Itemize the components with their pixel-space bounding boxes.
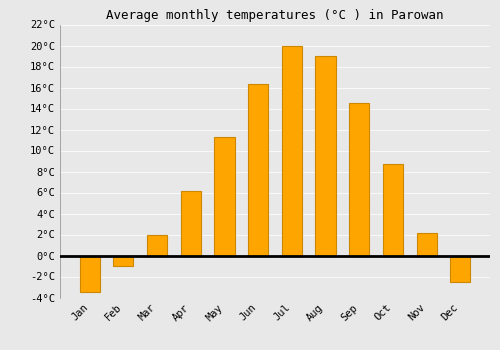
Bar <box>316 56 336 255</box>
Bar <box>450 256 470 282</box>
Title: Average monthly temperatures (°C ) in Parowan: Average monthly temperatures (°C ) in Pa… <box>106 9 444 22</box>
Bar <box>113 256 134 266</box>
Bar <box>383 164 403 256</box>
Bar <box>180 191 201 256</box>
Bar <box>282 46 302 256</box>
Bar <box>349 103 370 256</box>
Bar <box>214 137 234 256</box>
Bar <box>147 234 167 255</box>
Bar <box>80 256 100 292</box>
Bar <box>416 233 437 256</box>
Bar <box>248 84 268 256</box>
